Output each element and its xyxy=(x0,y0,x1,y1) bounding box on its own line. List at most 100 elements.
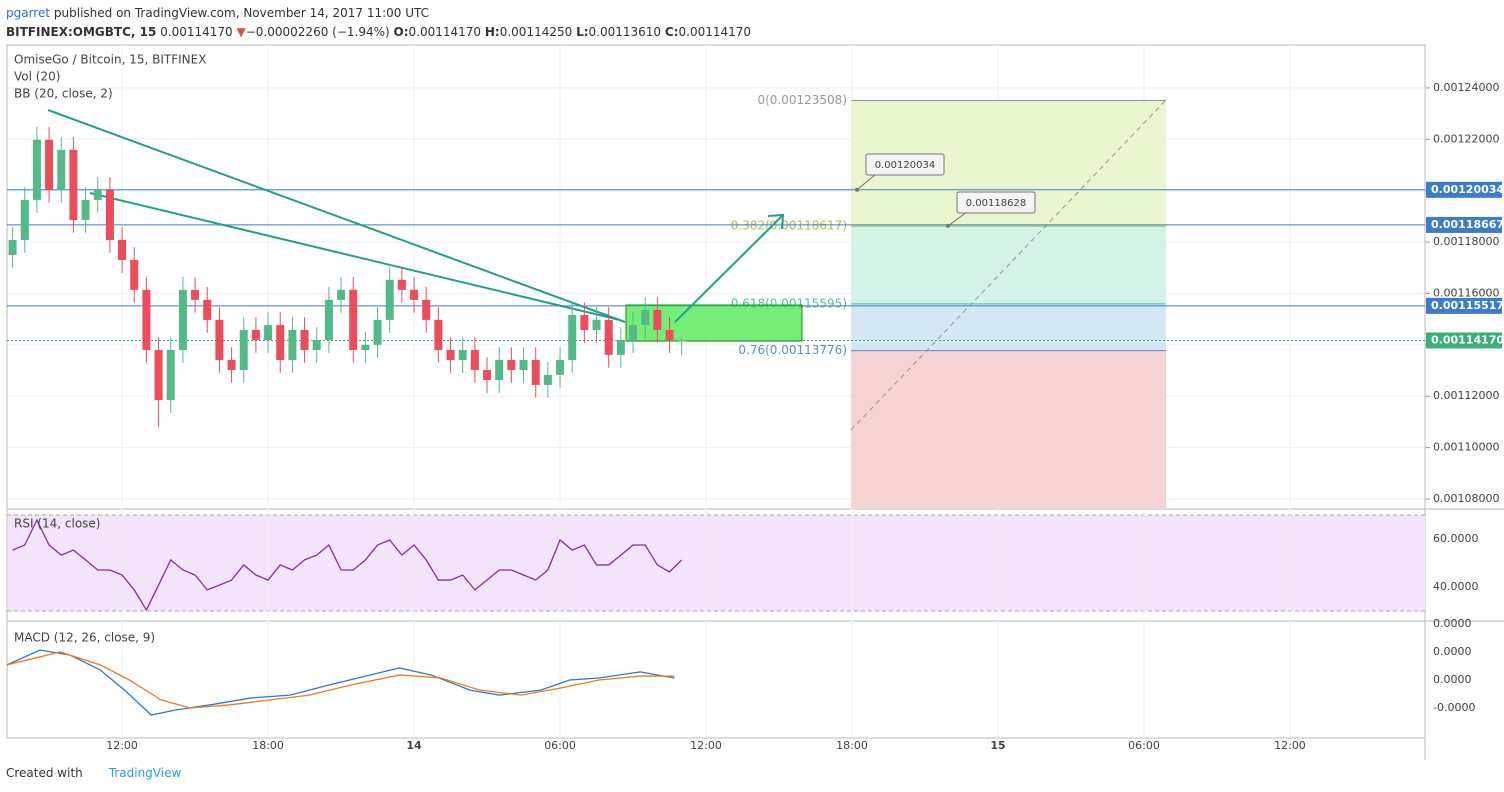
rsi-tick-label: 60.0000 xyxy=(1433,532,1479,545)
x-tick-label: 06:00 xyxy=(1128,739,1160,752)
l: 0.00113610 xyxy=(588,25,662,39)
y-tick-label: 0.00116000 xyxy=(1433,286,1499,299)
fib-label: 0(0.00123508) xyxy=(757,93,847,107)
x-tick-label: 06:00 xyxy=(544,739,576,752)
candle-body xyxy=(203,299,212,320)
rsi-tick-label: 40.0000 xyxy=(1433,580,1479,593)
macd-tick-label: 0.0000 xyxy=(1433,617,1472,630)
signal-line xyxy=(6,651,675,709)
candle-body xyxy=(288,329,297,361)
breakout-box xyxy=(625,304,803,342)
candle-body xyxy=(93,189,102,200)
y-tick-label: 0.00122000 xyxy=(1433,132,1499,145)
candle-body xyxy=(57,149,66,190)
candle-body xyxy=(239,329,248,371)
c: 0.00114170 xyxy=(678,25,752,39)
fib-label: 0.382(0.00118617) xyxy=(731,219,847,233)
candle-body xyxy=(653,309,662,330)
candle-body xyxy=(641,309,650,326)
footer: Created with TradingView xyxy=(6,766,181,780)
candle-body xyxy=(118,240,127,261)
arrow xyxy=(674,214,784,323)
candle-body xyxy=(458,349,467,361)
candle-body xyxy=(531,360,540,385)
candle-body xyxy=(470,349,479,371)
macd-tick-label: -0.0000 xyxy=(1433,701,1475,714)
fib-label: 0.76(0.00113776) xyxy=(738,343,847,357)
x-tick-label: 18:00 xyxy=(252,739,284,752)
price-tag xyxy=(1426,297,1502,314)
callout-pointer xyxy=(856,173,877,191)
candle-body xyxy=(507,360,516,371)
price-tag-label: 0.00114170 xyxy=(1431,333,1504,346)
trend-line xyxy=(89,192,621,321)
y-tick-label: 0.00112000 xyxy=(1433,389,1499,402)
candle-body xyxy=(227,360,236,371)
user[interactable]: pgarret xyxy=(6,6,51,20)
candle-body xyxy=(446,349,455,361)
candle-body xyxy=(337,289,346,300)
h-label: H: xyxy=(484,25,500,39)
callout-anchor xyxy=(855,187,859,192)
candle-body xyxy=(191,289,200,300)
candle-body xyxy=(580,315,589,330)
chart: 12:00 18:00 14 06:00 12:00 18:00 15 06:00 12:00 0… xyxy=(6,44,1504,760)
candle-body xyxy=(215,319,224,361)
rsi-line xyxy=(12,518,683,612)
candle-body xyxy=(397,279,406,290)
macd-line xyxy=(6,649,675,716)
price-tag-label: 0.00120034 xyxy=(1431,183,1504,196)
callout-anchor xyxy=(946,223,950,228)
frame xyxy=(6,44,1426,739)
candle-body xyxy=(568,315,577,361)
y-tick-label: 0.00110000 xyxy=(1433,441,1499,454)
x-tick-label: 15 xyxy=(990,739,1005,752)
candle-body xyxy=(592,319,601,330)
candle-body xyxy=(69,149,78,220)
candle-body xyxy=(349,289,358,350)
last: 0.00114170 xyxy=(160,25,233,39)
arrow-head xyxy=(767,213,785,230)
candle-body xyxy=(629,325,638,340)
price-tag xyxy=(1426,332,1502,349)
candle-body xyxy=(20,199,29,241)
candle-body xyxy=(677,340,686,342)
candle-body xyxy=(276,325,285,361)
header: pgarret published on TradingView.com, No… xyxy=(6,4,751,42)
candle-body xyxy=(556,360,565,375)
callout-box xyxy=(956,191,1036,214)
candle-body xyxy=(483,370,492,381)
callout-label: 0.00118628 xyxy=(966,198,1026,209)
callout-label: 0.00120034 xyxy=(875,160,935,171)
arrow: ▼ xyxy=(236,25,246,39)
macd-tick-label: 0.0000 xyxy=(1433,645,1472,658)
candle-body xyxy=(8,240,17,255)
candle-body xyxy=(665,329,674,340)
y-tick-label: 0.00118000 xyxy=(1433,235,1499,248)
candle-body xyxy=(105,189,114,241)
x-tick-label: 12:00 xyxy=(1274,739,1306,752)
rsi-band xyxy=(8,515,1425,612)
candle-body xyxy=(616,339,625,355)
fib-zone xyxy=(851,303,1166,351)
x-tick-label: 18:00 xyxy=(836,739,868,752)
brand[interactable]: TradingView xyxy=(108,766,182,780)
l-label: L: xyxy=(576,25,589,39)
candle-body xyxy=(154,349,163,401)
candle-body xyxy=(130,260,139,290)
created: Created with xyxy=(6,766,83,780)
fib-zone xyxy=(851,350,1166,508)
change: −0.00002260 (−1.94%) xyxy=(245,25,390,39)
price-tag xyxy=(1426,216,1502,233)
candle-body xyxy=(373,319,382,345)
candle-body xyxy=(251,329,260,340)
candle-body xyxy=(32,139,41,200)
candle-body xyxy=(385,279,394,320)
pane-label: RSI (14, close) xyxy=(14,517,100,531)
candle-body xyxy=(324,299,333,340)
o-label: O: xyxy=(393,25,409,39)
pane-label: MACD (12, 26, close, 9) xyxy=(14,631,155,645)
candle-body xyxy=(422,299,431,320)
candle-body xyxy=(410,289,419,300)
trend-line xyxy=(47,109,626,323)
